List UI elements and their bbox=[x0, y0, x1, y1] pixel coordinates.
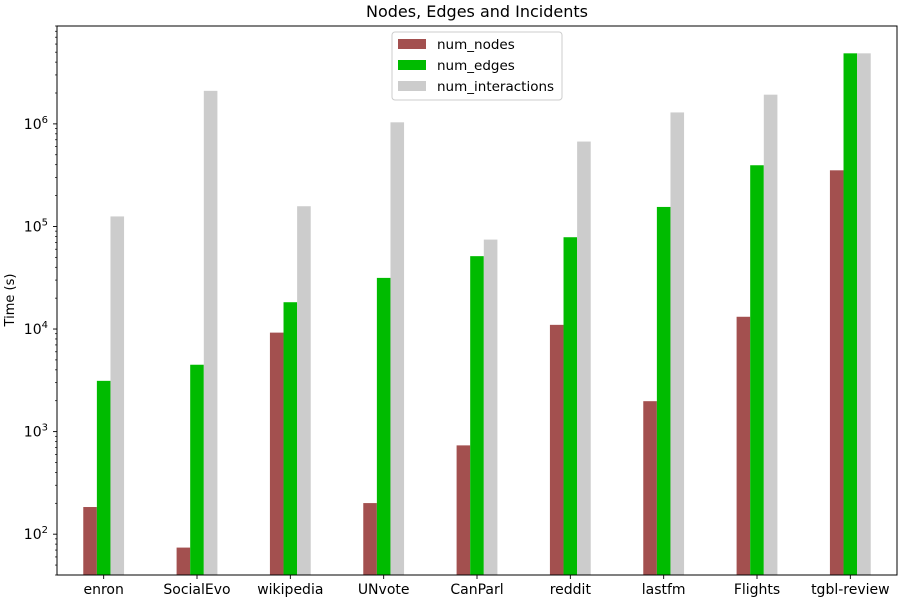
bar-num-edges-lastfm bbox=[656, 206, 671, 575]
y-tick-label: 104 bbox=[24, 320, 48, 338]
bar-num-nodes-enron bbox=[83, 507, 97, 575]
chart-title: Nodes, Edges and Incidents bbox=[366, 2, 588, 21]
y-tick-label: 103 bbox=[24, 423, 48, 441]
x-tick-label: Flights bbox=[734, 582, 780, 598]
x-axis-ticks: enron SocialEvo wikipedia UNvote CanParl redd… bbox=[83, 575, 890, 598]
bar-num-nodes-tgbl-review bbox=[829, 170, 844, 575]
bar-num-edges-reddit bbox=[563, 237, 578, 576]
bar-num-nodes-flights bbox=[736, 316, 751, 575]
x-tick-label: enron bbox=[83, 582, 123, 598]
bar-num-edges-tgbl-review bbox=[843, 53, 858, 575]
x-tick-label: lastfm bbox=[642, 582, 686, 598]
bar-num-edges-flights bbox=[750, 165, 764, 575]
x-tick-label: wikipedia bbox=[257, 582, 323, 598]
bar-num-edges-enron bbox=[96, 380, 111, 575]
bar-num-nodes-socialevo bbox=[176, 547, 191, 575]
bar-num-edges-socialevo bbox=[190, 364, 204, 575]
bar-num-nodes-canparl bbox=[456, 445, 471, 575]
x-tick-label: SocialEvo bbox=[163, 582, 230, 598]
x-tick-label: UNvote bbox=[358, 582, 410, 598]
x-tick-label: reddit bbox=[550, 582, 592, 598]
bar-num-edges-canparl bbox=[470, 256, 484, 575]
y-axis-label: Time (s) bbox=[3, 274, 18, 328]
legend-box bbox=[391, 31, 563, 101]
bar-num-interactions-enron bbox=[110, 216, 125, 575]
bar-num-nodes-lastfm bbox=[643, 401, 657, 575]
legend-swatch-num-interactions bbox=[398, 81, 426, 91]
bar-num-nodes-reddit bbox=[549, 324, 564, 575]
legend: num_nodes num_edges num_interactions bbox=[391, 31, 563, 101]
y-tick-label: 106 bbox=[24, 115, 48, 133]
y-axis-ticks: 102 103 104 105 106 bbox=[24, 25, 57, 576]
y-tick-label: 105 bbox=[24, 217, 48, 235]
bars bbox=[83, 53, 871, 576]
bar-num-interactions-tgbl-review bbox=[857, 53, 871, 575]
legend-label-num-nodes: num_nodes bbox=[437, 37, 515, 53]
legend-swatch-num-edges bbox=[398, 60, 426, 70]
bar-num-edges-unvote bbox=[376, 277, 391, 575]
bar-num-interactions-lastfm bbox=[670, 112, 685, 576]
x-tick-label: tgbl-review bbox=[811, 582, 890, 598]
legend-label-num-edges: num_edges bbox=[437, 58, 515, 74]
legend-label-num-interactions: num_interactions bbox=[437, 79, 554, 95]
bar-num-nodes-wikipedia bbox=[269, 332, 284, 575]
bar-num-interactions-reddit bbox=[577, 141, 591, 575]
bar-num-interactions-wikipedia bbox=[297, 206, 311, 576]
bar-num-nodes-unvote bbox=[363, 503, 377, 575]
bar-num-edges-wikipedia bbox=[283, 302, 298, 575]
x-tick-label: CanParl bbox=[450, 582, 503, 598]
y-tick-label: 102 bbox=[24, 525, 48, 543]
bar-num-interactions-unvote bbox=[390, 122, 405, 575]
bar-num-interactions-canparl bbox=[483, 239, 498, 575]
legend-swatch-num-nodes bbox=[398, 39, 426, 49]
bar-num-interactions-socialevo bbox=[203, 90, 218, 575]
bar-num-interactions-flights bbox=[763, 94, 778, 575]
